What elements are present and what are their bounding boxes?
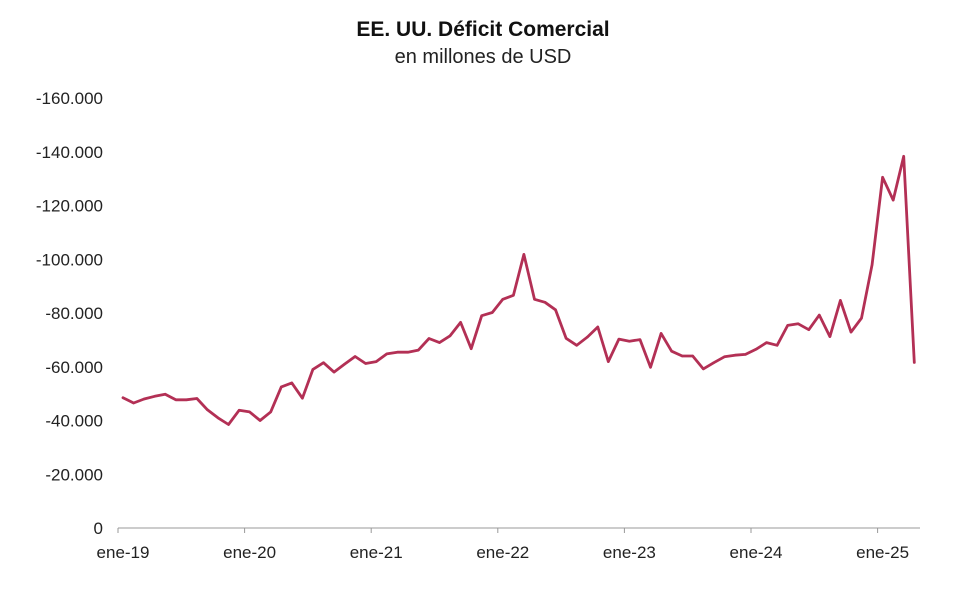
data-point [258, 419, 262, 422]
data-point [807, 328, 810, 331]
data-point [596, 325, 599, 329]
data-point [290, 381, 293, 385]
y-tick-label: -40.000 [45, 412, 103, 431]
data-point [501, 298, 504, 301]
data-point [216, 416, 220, 419]
data-point [860, 316, 863, 320]
data-point [237, 409, 241, 412]
data-point [343, 362, 346, 366]
y-tick-label: -140.000 [36, 143, 103, 162]
data-point [754, 348, 758, 351]
data-point [470, 347, 473, 350]
x-tick-label: ene-22 [476, 543, 529, 562]
data-point [153, 395, 156, 398]
data-point [691, 354, 694, 358]
y-tick-label: -20.000 [45, 465, 103, 484]
data-point [248, 410, 251, 414]
data-point [311, 368, 315, 371]
y-tick-label: -80.000 [45, 304, 103, 323]
data-point [554, 308, 557, 311]
data-point [132, 401, 135, 405]
data-point [332, 370, 336, 374]
series-line [121, 154, 916, 426]
data-point [448, 334, 452, 337]
data-point [617, 337, 621, 341]
data-point [438, 341, 441, 344]
x-tick-label: ene-20 [223, 543, 276, 562]
data-point [649, 366, 652, 369]
data-point [522, 253, 526, 256]
data-point [396, 351, 399, 354]
data-point [375, 360, 378, 363]
data-point [786, 324, 789, 327]
y-tick-label: -60.000 [45, 358, 103, 377]
y-tick-label: -120.000 [36, 197, 103, 216]
data-point [586, 336, 589, 339]
data-point [121, 396, 125, 399]
data-point [818, 313, 821, 317]
chart-title: EE. UU. Déficit Comercial [356, 18, 610, 41]
data-point [185, 398, 188, 401]
data-point [280, 385, 283, 389]
data-point [491, 311, 494, 314]
data-point [353, 355, 357, 358]
data-point [174, 398, 177, 401]
data-point [892, 198, 895, 202]
chart-subtitle: en millones de USD [394, 46, 572, 68]
data-point [870, 263, 874, 266]
data-point [828, 335, 832, 338]
data-point [206, 408, 209, 411]
data-point [164, 393, 167, 396]
x-tick-label: ene-24 [730, 543, 783, 562]
y-tick-label: 0 [94, 519, 103, 538]
data-point [427, 337, 431, 340]
data-point [385, 352, 388, 356]
data-point [480, 314, 483, 317]
data-point [269, 410, 272, 414]
x-tick-label: ene-19 [97, 543, 150, 562]
data-point [543, 301, 547, 304]
y-tick-label: -160.000 [36, 89, 103, 108]
data-point [142, 397, 146, 401]
data-point [195, 397, 199, 400]
data-point [765, 341, 768, 344]
data-point [301, 397, 304, 400]
data-point [322, 361, 325, 364]
data-point [227, 423, 230, 426]
data-point [533, 298, 536, 301]
data-point [638, 338, 642, 341]
data-point [839, 299, 842, 302]
data-point [564, 337, 568, 340]
y-tick-label: -100.000 [36, 250, 103, 269]
data-point [702, 367, 705, 371]
data-point [459, 321, 462, 324]
x-tick-label: ene-23 [603, 543, 656, 562]
data-point [575, 344, 578, 347]
data-point [417, 348, 420, 352]
data-point [723, 355, 726, 358]
data-point [406, 351, 410, 354]
data-point [659, 332, 663, 335]
data-point [364, 362, 367, 365]
data-point [902, 155, 905, 158]
data-point [512, 294, 515, 297]
data-point [607, 360, 610, 363]
data-point [775, 344, 779, 347]
data-point [797, 322, 800, 325]
data-point [712, 361, 715, 364]
data-point [628, 340, 631, 343]
data-point [849, 330, 853, 334]
x-tick-label: ene-21 [350, 543, 403, 562]
data-point [681, 354, 684, 358]
data-point [744, 353, 747, 356]
data-point [670, 350, 673, 353]
data-point [913, 361, 916, 364]
x-tick-label: ene-25 [856, 543, 909, 562]
data-point [733, 354, 737, 357]
data-point [881, 176, 884, 179]
